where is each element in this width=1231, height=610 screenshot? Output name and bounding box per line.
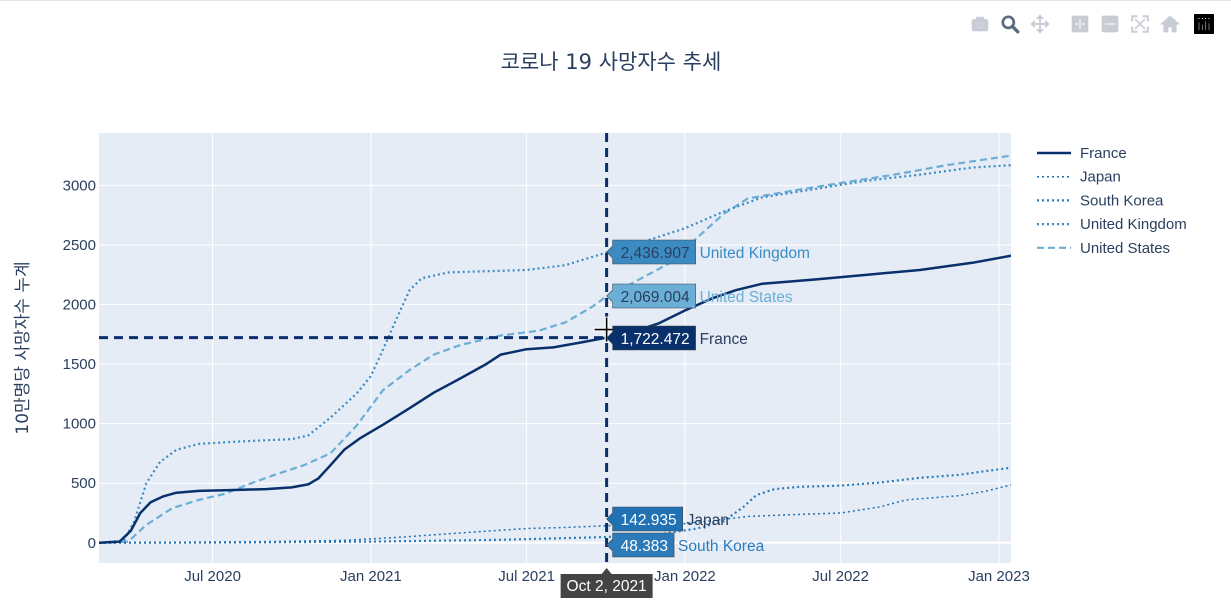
hover-label: 142.935 Japan: [606, 506, 729, 532]
hover-label: 48.383 South Korea: [606, 532, 765, 558]
hover-box: [606, 506, 683, 532]
legend-label: United States: [1080, 240, 1170, 257]
zoom-out-icon: [1101, 15, 1119, 33]
hover-series-name: United Kingdom: [700, 245, 810, 262]
y-tick-label: 1500: [63, 356, 96, 373]
x-tick-label: Jan 2023: [968, 568, 1030, 585]
hover-label: 1,722.472 France: [606, 325, 748, 351]
hover-value: 1,722.472: [621, 331, 690, 348]
y-tick-label: 3000: [63, 177, 96, 194]
hover-box: [606, 532, 675, 558]
legend-label: France: [1080, 145, 1127, 162]
hover-box: [606, 283, 696, 309]
hover-label: 2,436.907 United Kingdom: [606, 239, 810, 265]
y-tick-label: 500: [71, 475, 96, 492]
hover-box: [606, 325, 696, 351]
x-tick-label: Jul 2020: [184, 568, 241, 585]
hover-label: 2,069.004 United States: [606, 283, 793, 309]
y-tick-label: 0: [88, 535, 96, 552]
hover-value: 2,436.907: [621, 245, 690, 262]
hover-date-text: Oct 2, 2021: [567, 578, 647, 595]
legend-label: Japan: [1080, 169, 1121, 186]
x-tick-label: Jul 2022: [812, 568, 869, 585]
autoscale-icon: [1131, 15, 1149, 33]
series-line-france[interactable]: [99, 254, 1011, 545]
pan-icon: [1030, 14, 1050, 34]
zoom-icon: [1001, 15, 1020, 34]
series-line-united-states[interactable]: [99, 154, 1011, 544]
legend-item-south-korea[interactable]: South Korea: [1037, 192, 1164, 209]
autoscale-button[interactable]: [1125, 12, 1155, 36]
hover-box: [606, 239, 696, 265]
hover-value: 2,069.004: [621, 289, 690, 306]
legend: France Japan South Korea United Kingdom Unit…: [1037, 145, 1187, 257]
plotly-logo-button[interactable]: [1189, 12, 1219, 36]
series-line-united-kingdom[interactable]: [99, 164, 1011, 544]
x-tick-label: Jan 2021: [340, 568, 402, 585]
series-lines: [99, 154, 1011, 545]
x-tick-label: Jul 2021: [498, 568, 555, 585]
hover-series-name: France: [700, 331, 748, 348]
chart-title: 코로나 19 사망자수 추세: [501, 50, 722, 74]
hover-series-name: South Korea: [678, 538, 765, 555]
y-tick-label: 1000: [63, 416, 96, 433]
legend-item-united-states[interactable]: United States: [1037, 240, 1170, 257]
legend-label: United Kingdom: [1080, 216, 1187, 233]
modebar: [965, 12, 1219, 36]
hover-date-label: Oct 2, 2021: [560, 568, 653, 598]
zoom-in-button[interactable]: [1065, 12, 1095, 36]
camera-button[interactable]: [965, 12, 995, 36]
legend-item-united-kingdom[interactable]: United Kingdom: [1037, 216, 1187, 233]
series-line-south-korea[interactable]: [99, 466, 1011, 544]
zoom-button[interactable]: [995, 12, 1025, 36]
legend-item-japan[interactable]: Japan: [1037, 169, 1121, 186]
camera-icon: [971, 16, 989, 32]
hover-series-name: United States: [700, 289, 793, 306]
hover-value: 48.383: [621, 538, 668, 555]
legend-item-france[interactable]: France: [1037, 145, 1127, 162]
legend-label: South Korea: [1080, 192, 1164, 209]
y-axis-title: 10만명당 사망자수 누계: [13, 261, 33, 434]
zoom-in-icon: [1071, 15, 1089, 33]
zoom-out-button[interactable]: [1095, 12, 1125, 36]
hover-value: 142.935: [621, 512, 677, 529]
y-tick-label: 2000: [63, 297, 96, 314]
home-icon: [1160, 15, 1180, 33]
home-button[interactable]: [1155, 12, 1185, 36]
y-tick-label: 2500: [63, 237, 96, 254]
hover-series-name: Japan: [687, 512, 729, 529]
x-tick-label: Jan 2022: [654, 568, 716, 585]
plotly-logo-icon: [1194, 14, 1214, 34]
pan-button[interactable]: [1025, 12, 1055, 36]
hover-date-box: [560, 568, 653, 598]
